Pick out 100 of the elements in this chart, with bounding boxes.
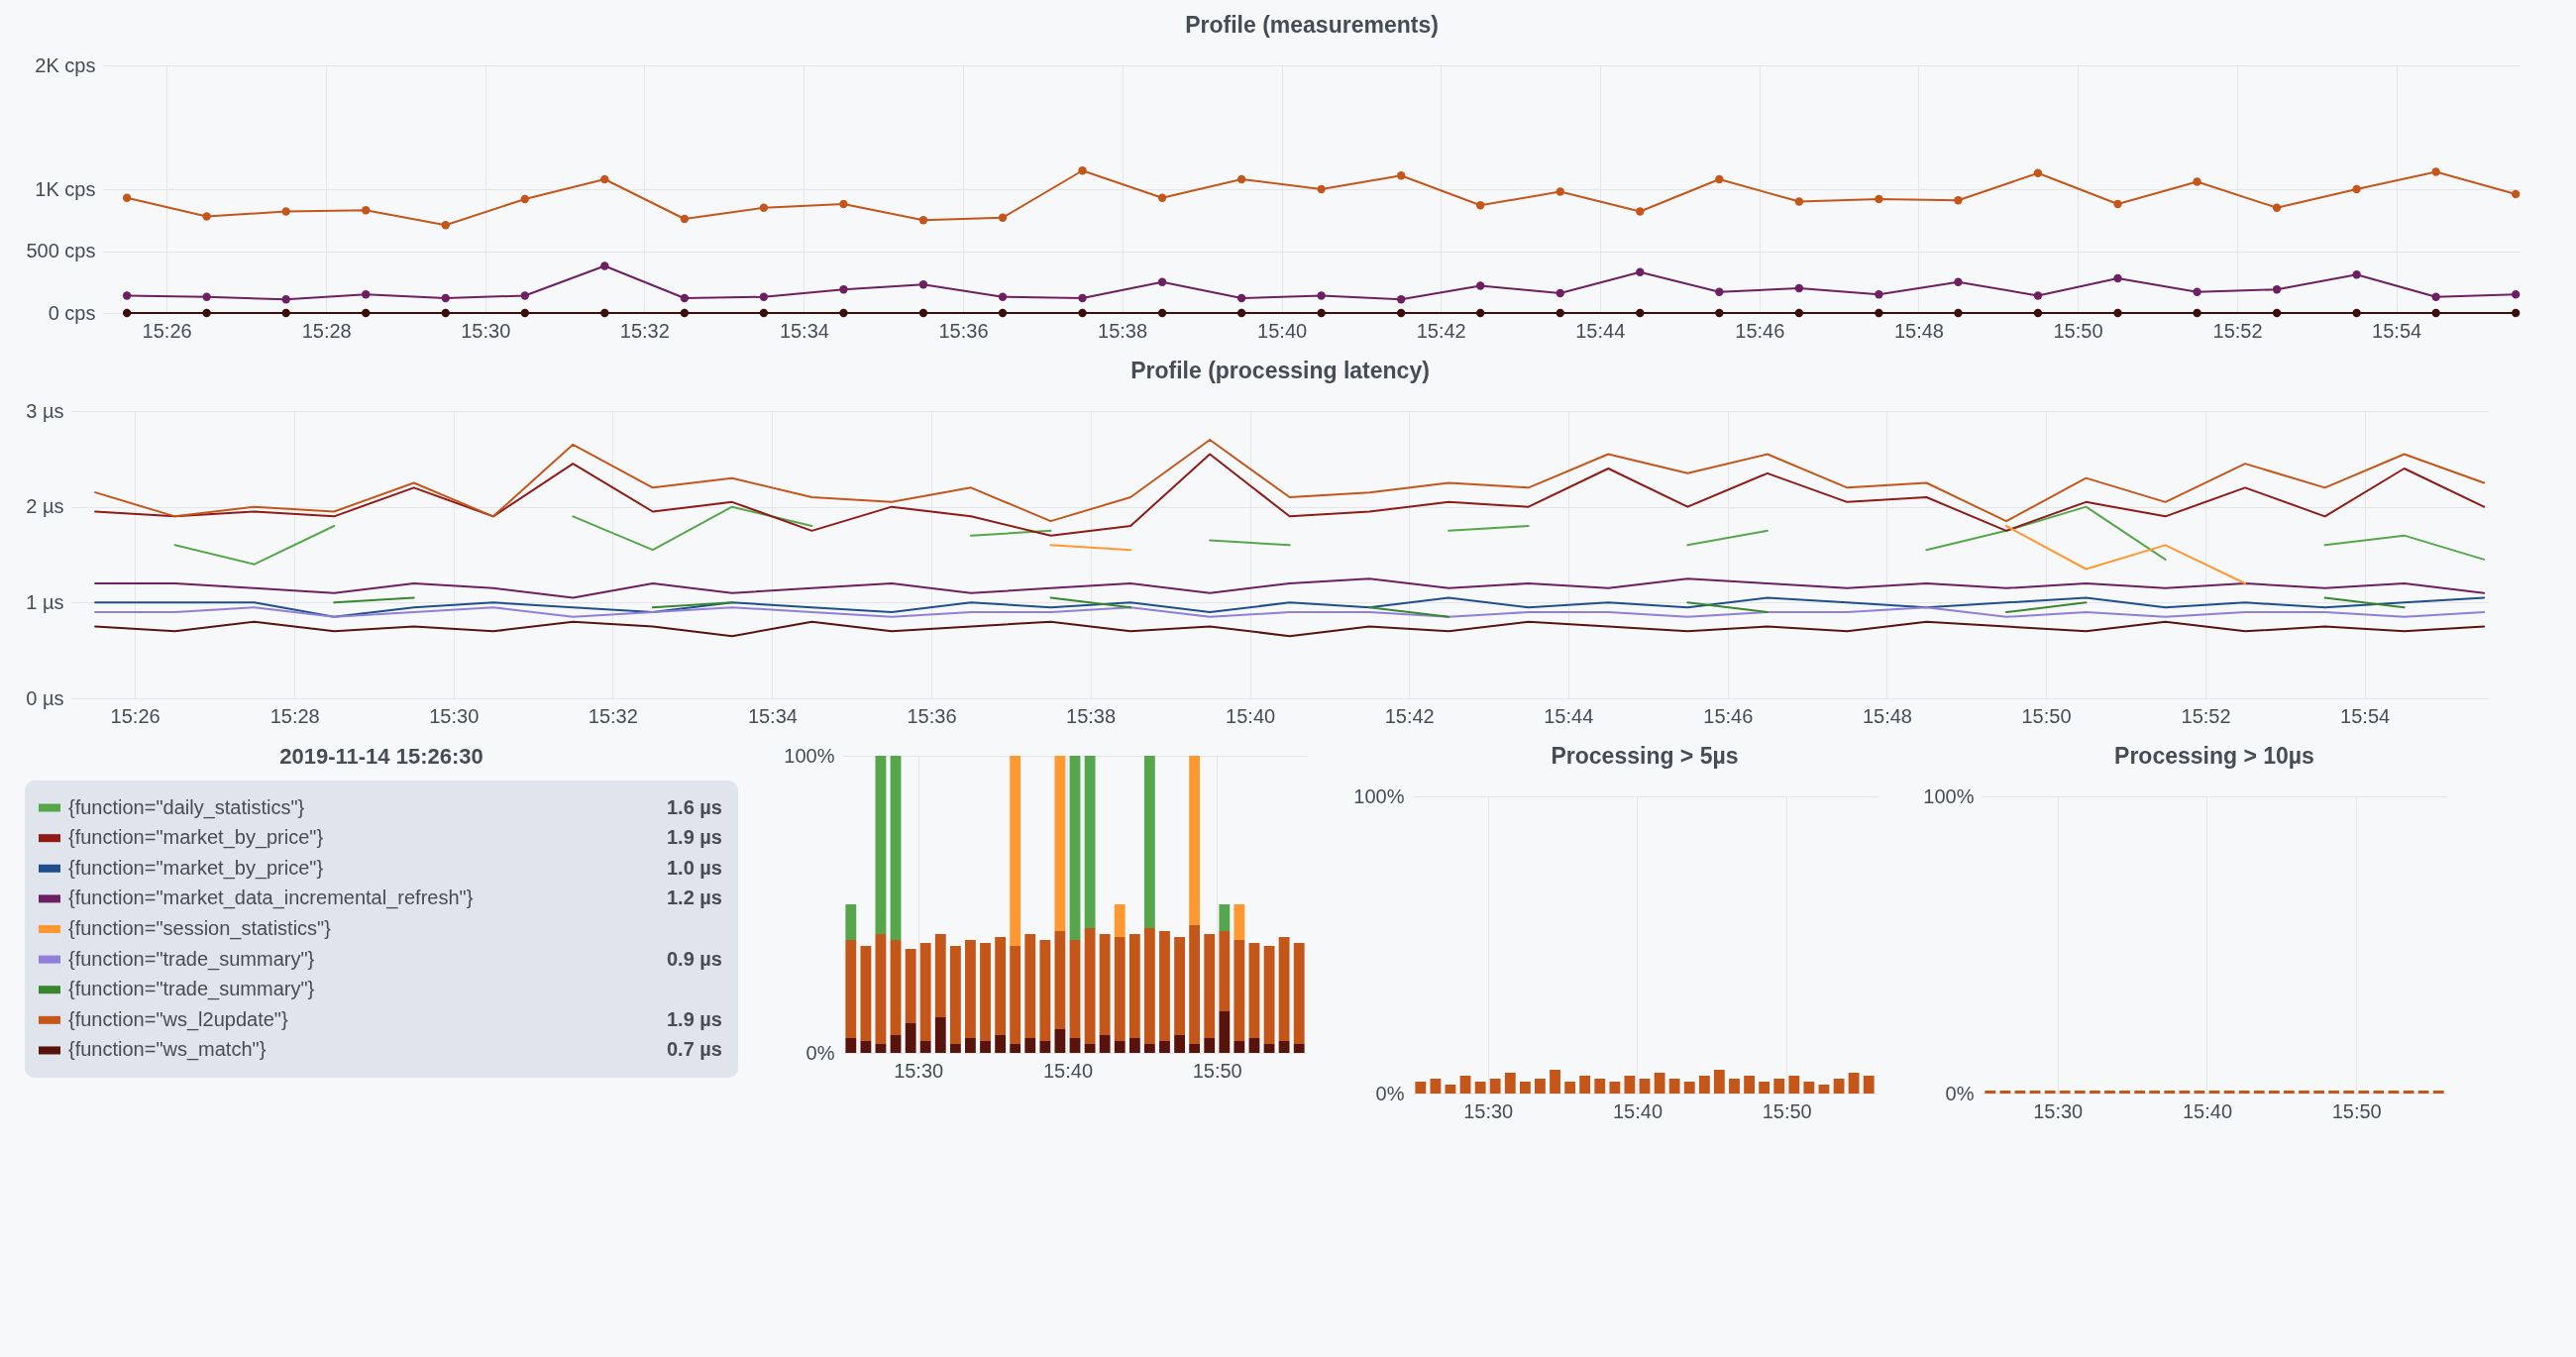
category-label: {function="ws_l2update"} (68, 1007, 288, 1031)
category-label: {function="session_statistics"} (68, 917, 332, 940)
bar (934, 934, 946, 1017)
bar (1459, 1076, 1471, 1094)
point (2431, 308, 2440, 318)
bar (845, 904, 857, 940)
point (1396, 295, 1406, 304)
x-tick-label: 15:50 (2021, 704, 2072, 727)
x-tick-label: 15:30 (2033, 1099, 2084, 1122)
category-label: {function="trade_summary"} (68, 947, 315, 971)
category-label: {function="market_data_incremental_refresh"} (68, 887, 474, 910)
point (1317, 308, 1326, 318)
point (1954, 308, 1963, 318)
bar (1219, 904, 1231, 931)
bar (1054, 756, 1066, 931)
bar (860, 1041, 872, 1053)
point (441, 221, 450, 230)
point (441, 293, 450, 303)
bar (1489, 1079, 1501, 1094)
x-tick-label: 15:50 (1192, 1059, 1242, 1082)
bar (1099, 934, 1111, 1035)
x-tick-label: 15:54 (2340, 704, 2391, 727)
bar (860, 946, 872, 1041)
bar (1010, 1044, 1021, 1053)
point (1078, 293, 1087, 303)
point (1794, 283, 1804, 293)
point (680, 214, 690, 224)
bar (1189, 756, 1201, 925)
point (2033, 308, 2043, 318)
bar (1069, 756, 1081, 940)
bar (1818, 1085, 1830, 1094)
bar (1010, 756, 1021, 946)
point (759, 203, 769, 212)
bar (1128, 1038, 1140, 1053)
point (1636, 207, 1645, 216)
text: 0.9 µs (666, 947, 722, 970)
point (1396, 308, 1406, 318)
point (998, 292, 1008, 301)
bar (845, 940, 857, 1038)
bar (1248, 943, 1260, 1038)
bar (875, 934, 887, 1044)
point (2193, 177, 2201, 186)
point (1794, 308, 1804, 318)
bar (949, 1044, 961, 1053)
point (680, 293, 690, 303)
x-tick-label: 15:50 (1762, 1099, 1812, 1122)
bar (965, 940, 976, 1038)
point (600, 174, 609, 184)
point (520, 291, 529, 300)
point (281, 295, 290, 304)
bar (965, 1038, 976, 1053)
bar (1759, 1082, 1771, 1094)
point (680, 308, 690, 318)
text: 1.2 µs (666, 887, 722, 909)
bar (1609, 1082, 1621, 1094)
y-tick-label: 3 µs (26, 399, 64, 422)
point (2431, 167, 2440, 176)
point (1556, 187, 1564, 196)
bar (1474, 1082, 1486, 1094)
bar (1084, 928, 1096, 1044)
point (839, 199, 848, 209)
x-tick-label: 15:46 (1703, 704, 1754, 727)
bar (1054, 1029, 1066, 1053)
point (1715, 287, 1724, 296)
category-label: {function="daily_statistics"} (68, 795, 305, 819)
bar (875, 1044, 887, 1053)
point (918, 216, 928, 225)
bar (1594, 1079, 1606, 1094)
x-tick-label: 15:38 (1098, 319, 1148, 342)
bar (1519, 1082, 1531, 1094)
bar (1293, 1044, 1305, 1053)
bar (1159, 931, 1170, 1041)
y-tick-label: 0 cps (48, 301, 96, 324)
x-tick-label: 15:40 (1226, 704, 1276, 727)
point (2193, 287, 2201, 296)
x-tick-label: 15:48 (1893, 319, 1944, 342)
bar (1219, 931, 1231, 1011)
bar (1683, 1082, 1695, 1094)
point (281, 308, 290, 318)
point (1636, 308, 1645, 318)
point (2272, 203, 2282, 212)
point (1556, 308, 1564, 318)
bar (1744, 1076, 1755, 1094)
point (2113, 308, 2122, 318)
x-tick-label: 15:26 (142, 319, 192, 342)
bar (1639, 1079, 1651, 1094)
y-tick-label: 2K cps (35, 53, 96, 76)
point (2272, 308, 2282, 318)
bar (1234, 904, 1245, 940)
x-tick-label: 15:32 (588, 704, 638, 727)
x-tick-label: 15:34 (747, 704, 798, 727)
bar (1445, 1085, 1456, 1094)
bar (1159, 1041, 1170, 1053)
x-tick-label: 15:40 (1612, 1099, 1664, 1122)
point (1396, 171, 1406, 180)
bar (1143, 928, 1155, 1044)
bar (1248, 1038, 1260, 1053)
bar (1698, 1076, 1710, 1094)
point (1157, 308, 1167, 318)
bar (1174, 1035, 1185, 1053)
